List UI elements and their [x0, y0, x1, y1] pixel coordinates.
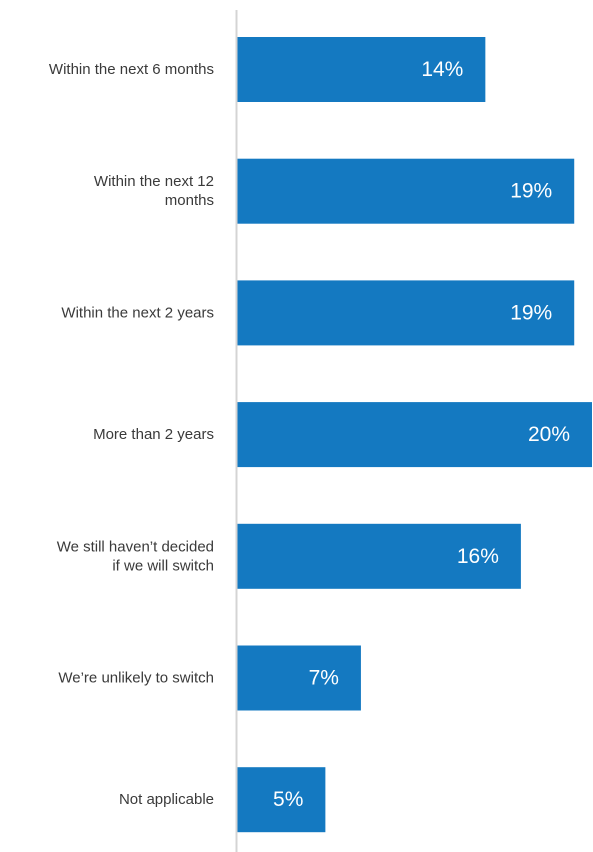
category-label-line: if we will switch [112, 557, 214, 574]
category-label-line: months [165, 192, 214, 209]
data-label-7: 5% [273, 788, 303, 811]
category-label-5: We still haven’t decided if we will switc… [57, 538, 214, 574]
category-label-line: We still haven’t decided [57, 538, 214, 555]
bar-6 [236, 645, 361, 711]
category-label-3: Within the next 2 years [61, 304, 214, 321]
category-labels-layer: Within the next 6 months Within the next … [49, 61, 214, 808]
data-label-4: 20% [528, 423, 570, 446]
category-label-line: Within the next 2 years [61, 304, 214, 321]
bar-3 [236, 280, 575, 346]
data-labels-layer: 14% 19% 19% 20% 16% 7% 5% [273, 58, 570, 811]
category-label-line: We’re unlikely to switch [58, 670, 214, 687]
category-label-line: Not applicable [119, 791, 214, 808]
category-label-line: More than 2 years [93, 426, 214, 443]
category-label-line: Within the next 12 [94, 173, 214, 190]
bar-5 [236, 523, 521, 589]
category-label-line: Within the next 6 months [49, 61, 214, 78]
bar-1 [236, 37, 486, 102]
category-label-6: We’re unlikely to switch [58, 670, 214, 687]
category-label-2: Within the next 12 months [94, 173, 214, 209]
data-label-1: 14% [421, 58, 463, 81]
bar-2 [236, 158, 575, 224]
bars-layer [236, 37, 592, 833]
category-label-1: Within the next 6 months [49, 61, 214, 78]
data-label-6: 7% [309, 667, 339, 690]
bar-7 [236, 767, 326, 833]
category-label-4: More than 2 years [93, 426, 214, 443]
data-label-3: 19% [510, 301, 552, 324]
category-label-7: Not applicable [119, 791, 214, 808]
data-label-2: 19% [510, 180, 552, 203]
data-label-5: 16% [457, 545, 499, 568]
bar-4 [236, 402, 592, 468]
